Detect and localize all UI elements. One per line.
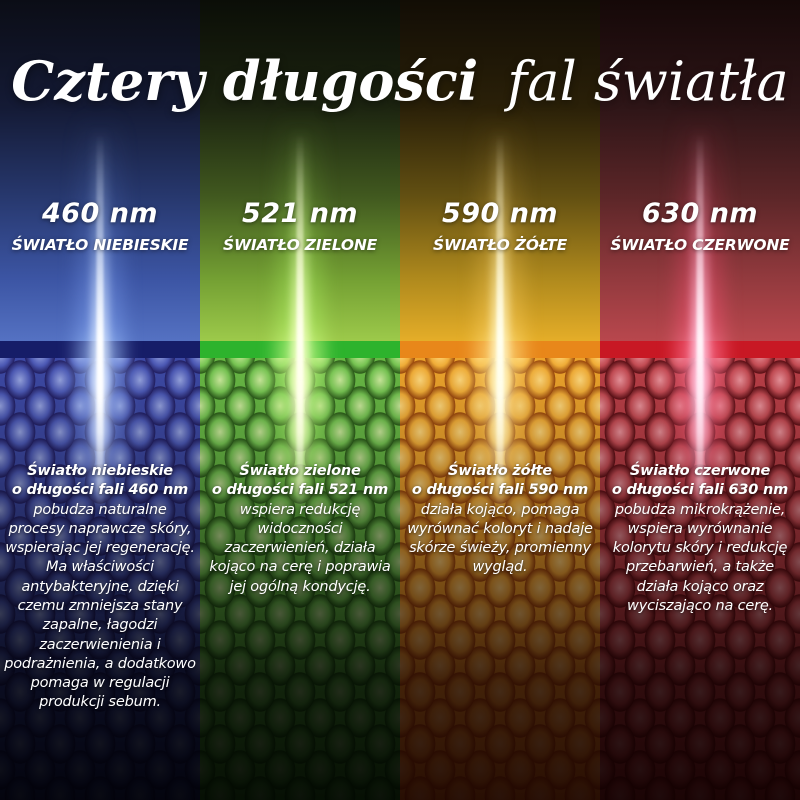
wavelength-label: 590 nm <box>441 198 559 229</box>
light-name-label: ŚWIATŁO NIEBIESKIE <box>11 236 189 254</box>
light-name-label: ŚWIATŁO ZIELONE <box>222 236 378 254</box>
description-intro-line2: o długości fali 521 nm <box>211 482 389 499</box>
description-intro-line1: Światło żółte <box>448 463 552 479</box>
column-yellow-light: 590 nm ŚWIATŁO ŻÓŁTE Światło żółte o dłu… <box>400 0 600 800</box>
yellow-column-header: 590 nm ŚWIATŁO ŻÓŁTE <box>400 198 600 254</box>
red-impact-stripe <box>600 341 800 358</box>
blue-impact-stripe <box>0 341 200 358</box>
description-intro-line1: Światło zielone <box>239 463 361 479</box>
wavelength-label: 630 nm <box>641 198 759 229</box>
green-column-header: 521 nm ŚWIATŁO ZIELONE <box>200 198 400 254</box>
wavelength-label: 521 nm <box>241 198 359 229</box>
description-text: działa kojąco, pomaga wyrównać koloryt i… <box>407 501 593 576</box>
green-impact-stripe <box>200 341 400 358</box>
yellow-column-description: Światło żółte o długości fali 590 nm dzi… <box>404 462 596 578</box>
light-name-label: ŚWIATŁO ŻÓŁTE <box>432 236 567 254</box>
green-column-description: Światło zielone o długości fali 521 nm w… <box>204 462 396 597</box>
column-blue-light: 460 nm ŚWIATŁO NIEBIESKIE Światło niebie… <box>0 0 200 800</box>
column-red-light: 630 nm ŚWIATŁO CZERWONE Światło czerwone… <box>600 0 800 800</box>
blue-column-header: 460 nm ŚWIATŁO NIEBIESKIE <box>0 198 200 254</box>
description-intro-line2: o długości fali 460 nm <box>11 482 189 499</box>
description-text: pobudza mikrokrążenie, wspiera wyrównani… <box>612 501 788 614</box>
description-text: pobudza naturalne procesy naprawcze skór… <box>4 501 196 711</box>
title-light-part: fal światła <box>507 50 789 113</box>
page-title: Cztery długości fal światła <box>0 49 800 113</box>
yellow-skin-cells-texture <box>400 358 600 800</box>
light-name-label: ŚWIATŁO CZERWONE <box>610 236 790 254</box>
description-intro-line1: Światło czerwone <box>629 463 771 479</box>
blue-column-description: Światło niebieskie o długości fali 460 n… <box>4 462 196 713</box>
wavelength-label: 460 nm <box>41 198 159 229</box>
description-intro-line1: Światło niebieskie <box>27 463 173 479</box>
yellow-impact-stripe <box>400 341 600 358</box>
description-text: wspiera redukcję widoczności zaczerwieni… <box>209 501 391 595</box>
column-green-light: 521 nm ŚWIATŁO ZIELONE Światło zielone o… <box>200 0 400 800</box>
description-intro-line2: o długości fali 590 nm <box>411 482 589 499</box>
description-intro-line2: o długości fali 630 nm <box>611 482 789 499</box>
red-column-header: 630 nm ŚWIATŁO CZERWONE <box>600 198 800 254</box>
title-bold-part: Cztery długości <box>11 49 479 113</box>
red-column-description: Światło czerwone o długości fali 630 nm … <box>604 462 796 616</box>
